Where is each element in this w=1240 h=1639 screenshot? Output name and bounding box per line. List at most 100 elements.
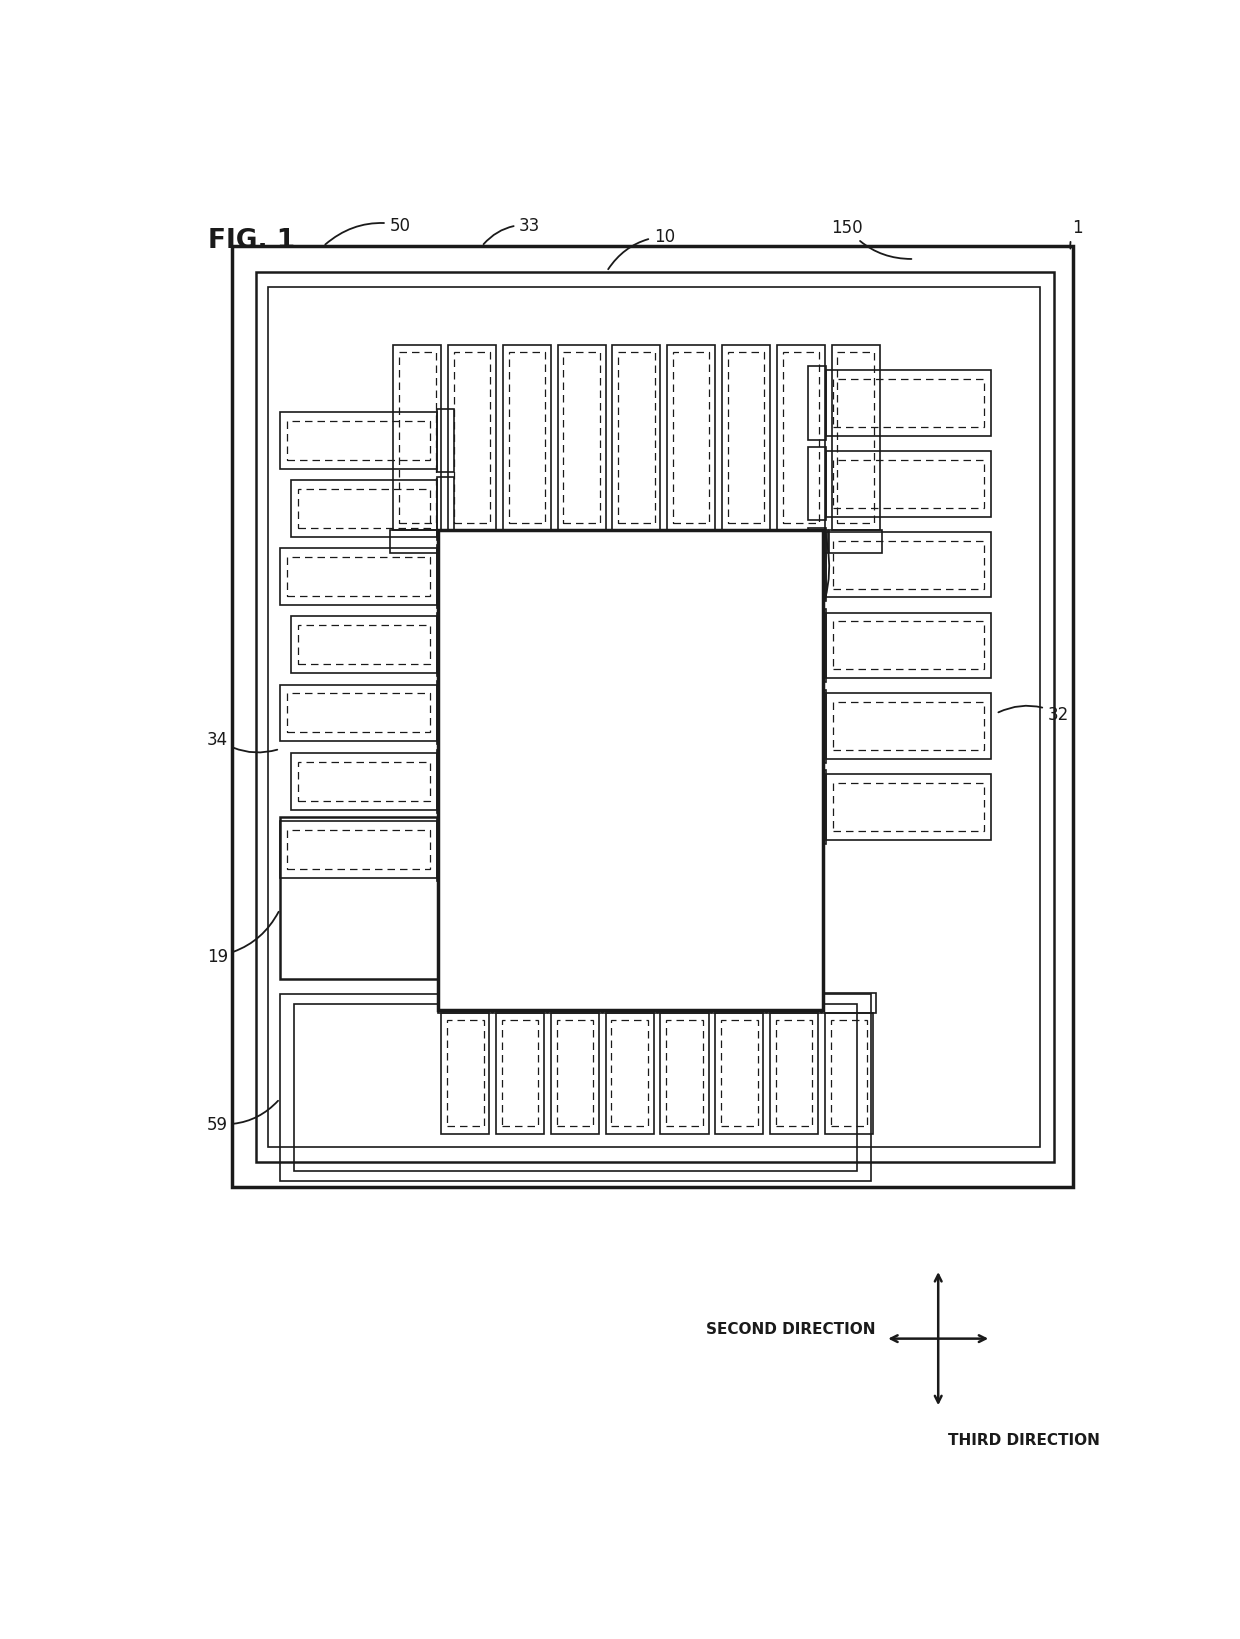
Bar <box>826 533 991 598</box>
Bar <box>657 993 712 1013</box>
Text: 150: 150 <box>831 220 911 261</box>
Bar <box>563 352 600 523</box>
Bar <box>619 352 655 523</box>
Bar <box>393 346 441 531</box>
Text: 19: 19 <box>207 913 279 965</box>
Bar <box>720 1021 758 1126</box>
Bar <box>399 352 435 523</box>
Bar <box>715 1013 764 1134</box>
Text: 90: 90 <box>711 913 785 938</box>
Bar <box>808 447 826 521</box>
Bar <box>719 531 773 554</box>
Bar <box>832 621 985 670</box>
Bar <box>825 1013 873 1134</box>
Bar <box>826 370 991 436</box>
Bar <box>286 831 430 869</box>
Bar <box>298 762 430 801</box>
Bar <box>298 490 430 529</box>
Bar <box>722 346 770 531</box>
Bar <box>770 1013 818 1134</box>
Bar <box>826 613 991 679</box>
Bar <box>832 461 985 508</box>
Bar <box>502 1021 538 1126</box>
Bar <box>613 346 661 531</box>
Bar <box>436 682 454 746</box>
Bar <box>808 367 826 441</box>
Text: 100: 100 <box>782 531 830 661</box>
Text: 34: 34 <box>207 731 278 752</box>
Bar <box>448 346 496 531</box>
Bar <box>391 531 444 554</box>
Bar <box>436 410 454 472</box>
Bar <box>448 1021 484 1126</box>
Bar <box>255 272 1054 1162</box>
Bar <box>611 1021 649 1126</box>
Bar <box>551 1013 599 1134</box>
Bar <box>558 346 605 531</box>
Bar <box>439 993 492 1013</box>
Bar <box>605 1013 653 1134</box>
Text: 33: 33 <box>484 216 541 246</box>
Bar <box>291 754 436 810</box>
Text: FIG. 1: FIG. 1 <box>208 228 295 254</box>
Bar <box>832 380 985 428</box>
Bar <box>232 247 1073 1187</box>
Text: 10: 10 <box>608 228 675 270</box>
Bar <box>768 993 821 1013</box>
Bar <box>441 1013 490 1134</box>
Bar <box>291 616 436 674</box>
Bar <box>548 993 601 1013</box>
Bar <box>291 480 436 538</box>
Bar <box>500 531 554 554</box>
Bar <box>673 352 709 523</box>
Bar <box>436 477 454 541</box>
Bar <box>665 531 718 554</box>
Bar <box>436 613 454 677</box>
Bar <box>439 531 823 1011</box>
Bar <box>436 818 454 882</box>
Bar <box>776 346 825 531</box>
Bar <box>831 1021 867 1126</box>
Bar <box>832 783 985 831</box>
Text: 1: 1 <box>1070 220 1083 249</box>
Bar <box>445 531 498 554</box>
Bar <box>661 1013 708 1134</box>
Bar <box>294 1005 857 1170</box>
Bar <box>832 541 985 588</box>
Text: 31: 31 <box>743 946 810 1008</box>
Bar <box>280 549 436 605</box>
Bar <box>508 352 546 523</box>
Bar <box>826 775 991 841</box>
Text: 59: 59 <box>207 1101 278 1133</box>
Text: THIRD DIRECTION: THIRD DIRECTION <box>947 1432 1100 1447</box>
Bar <box>268 287 1040 1147</box>
Bar <box>808 610 826 682</box>
Bar <box>286 557 430 597</box>
Bar <box>808 529 826 602</box>
Bar <box>808 770 826 844</box>
Bar <box>832 703 985 751</box>
Bar <box>776 1021 812 1126</box>
Bar <box>494 993 547 1013</box>
Bar <box>610 531 663 554</box>
Bar <box>828 531 883 554</box>
Bar <box>280 818 439 978</box>
Bar <box>554 531 609 554</box>
Bar <box>503 346 551 531</box>
Bar <box>837 352 874 523</box>
Bar <box>286 421 430 461</box>
Bar <box>826 693 991 759</box>
Bar <box>808 690 826 764</box>
Bar <box>496 1013 544 1134</box>
Text: 50: 50 <box>325 216 410 246</box>
Bar <box>728 352 764 523</box>
Text: 32: 32 <box>998 705 1069 723</box>
Bar <box>280 821 436 879</box>
Bar <box>436 546 454 608</box>
Bar <box>774 531 828 554</box>
Bar <box>832 346 879 531</box>
Bar <box>280 995 870 1182</box>
Bar <box>557 1021 593 1126</box>
Bar <box>436 751 454 813</box>
Bar <box>298 626 430 665</box>
